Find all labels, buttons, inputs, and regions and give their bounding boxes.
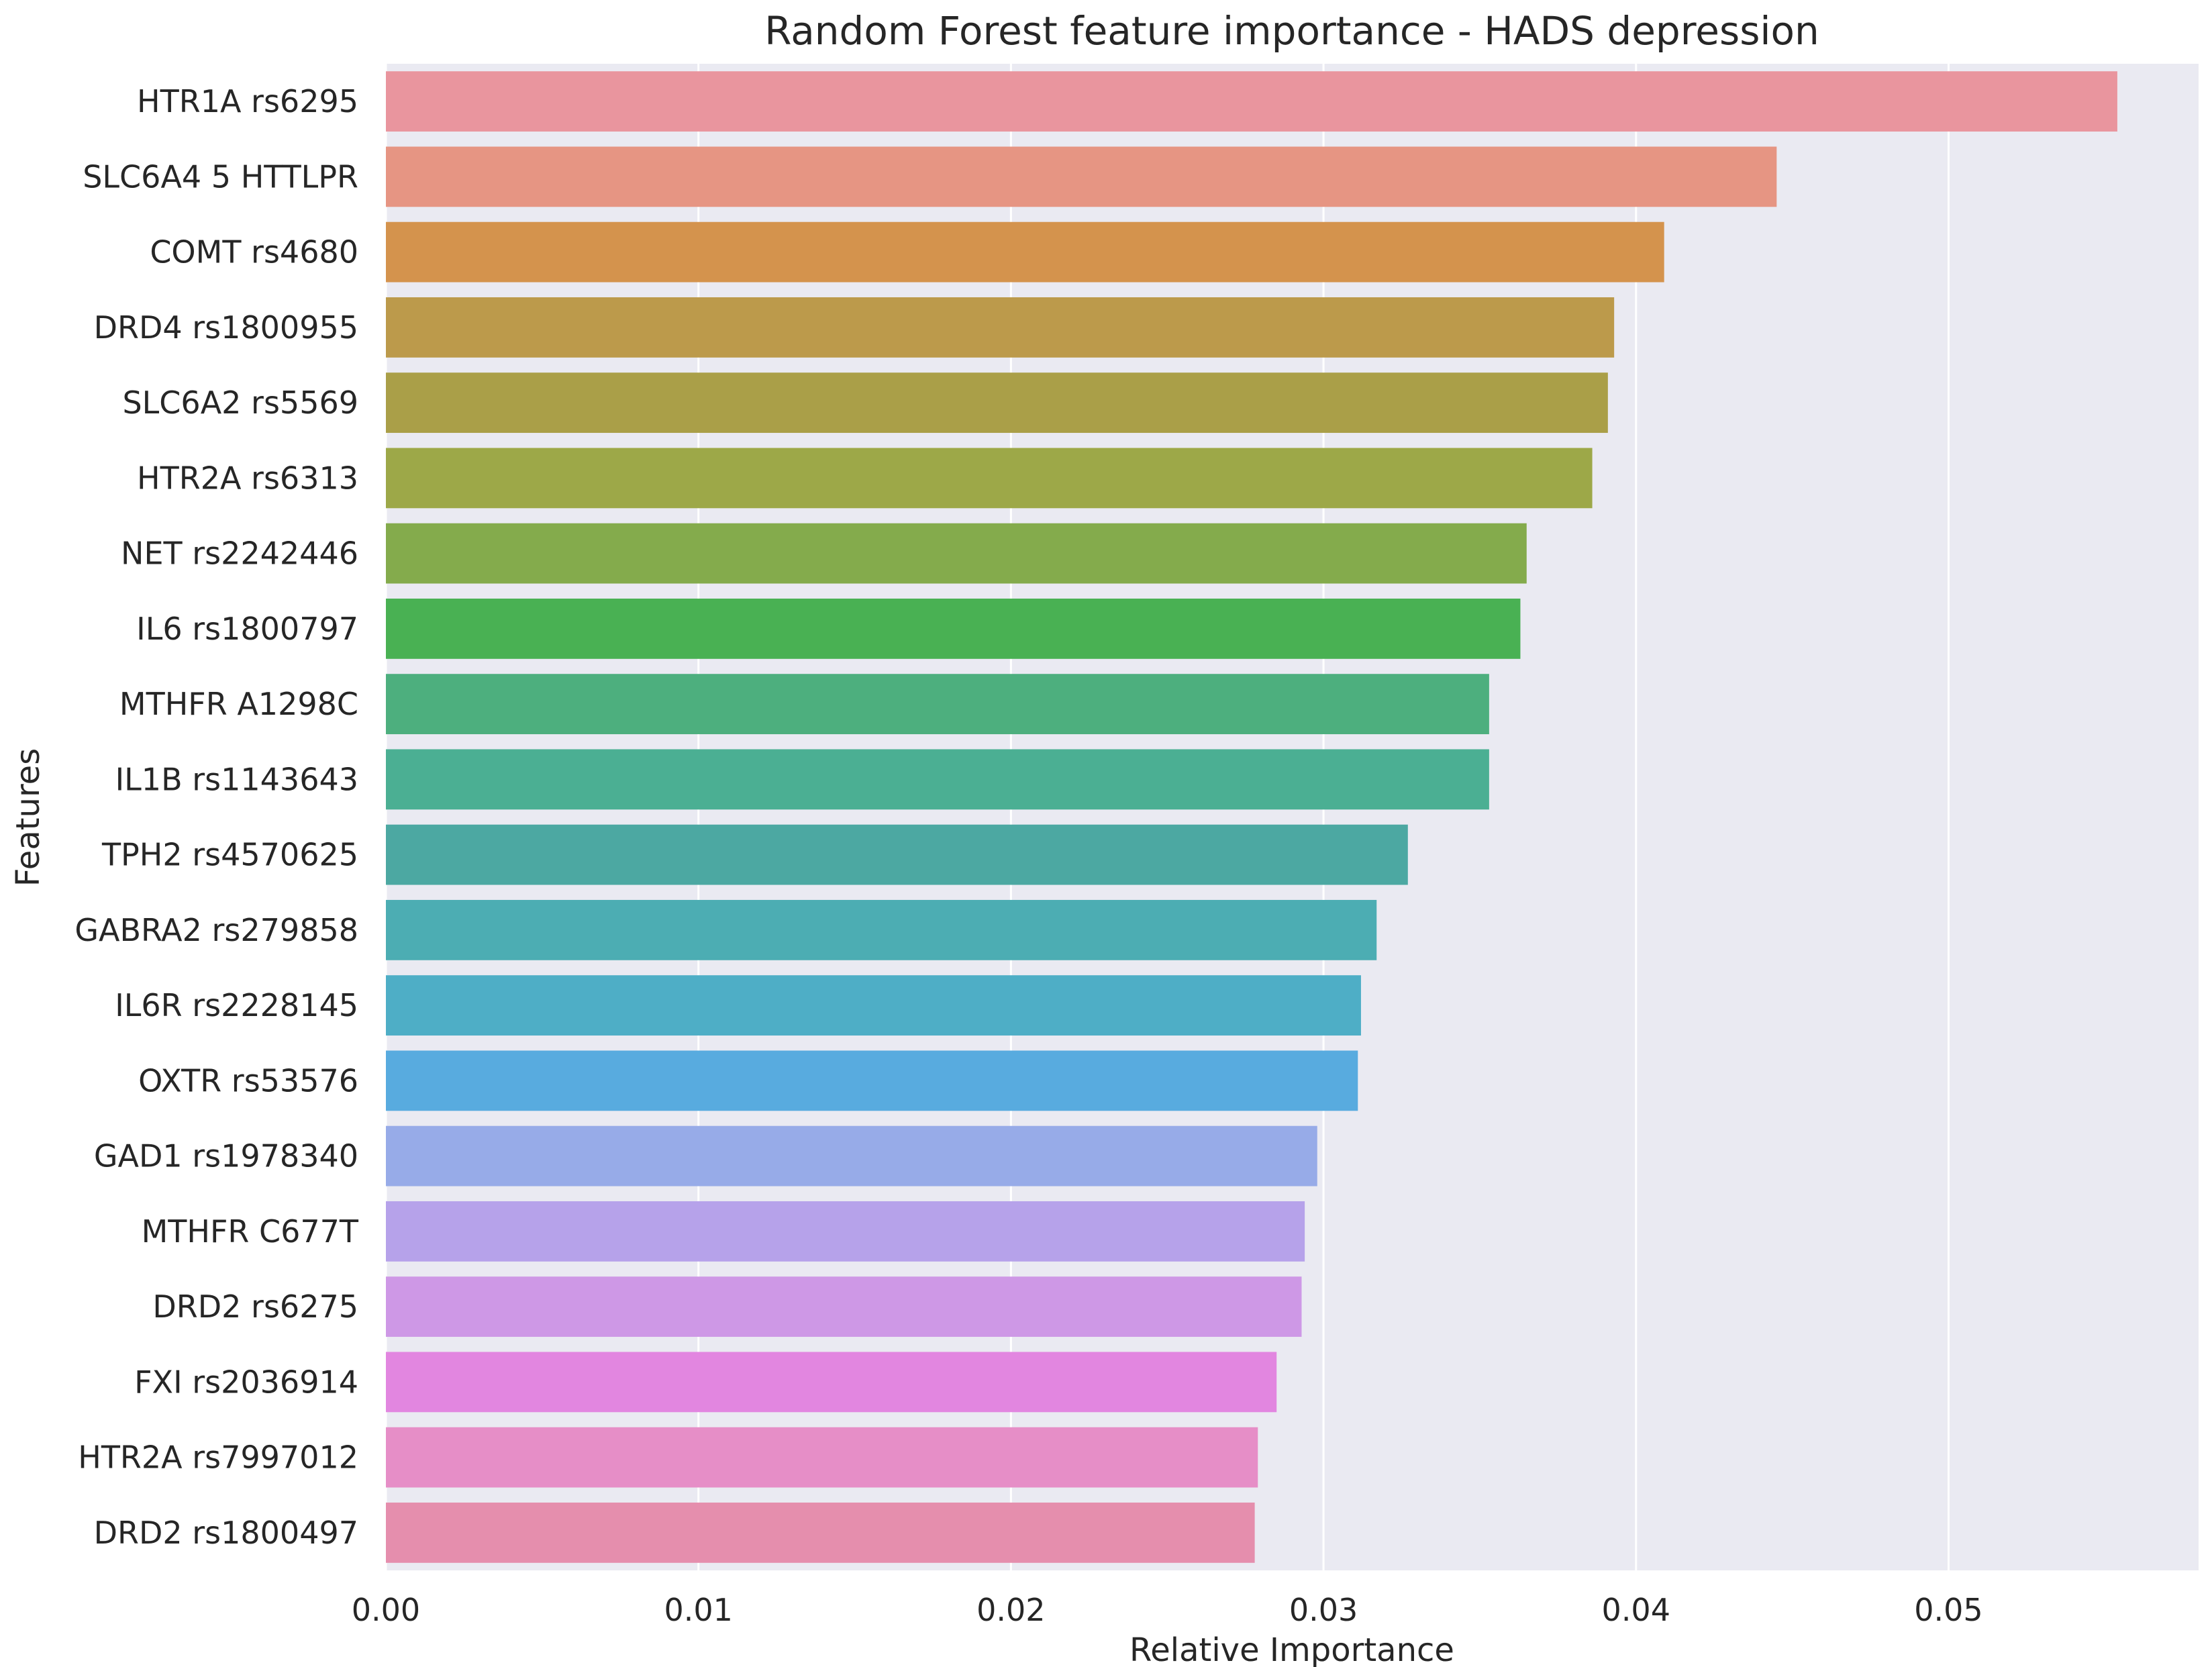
x-tick-label: 0.02 [976, 1592, 1045, 1628]
bar [386, 674, 1489, 735]
y-tick-label: COMT rs4680 [150, 234, 358, 270]
bars [386, 71, 2117, 1563]
y-tick-label: FXI rs2036914 [134, 1364, 358, 1400]
y-tick-label: DRD2 rs6275 [152, 1289, 358, 1325]
bar [386, 1050, 1358, 1111]
x-axis-label: Relative Importance [1129, 1631, 1454, 1667]
bar [386, 1276, 1302, 1337]
bar [386, 1427, 1258, 1488]
bar [386, 297, 1615, 358]
chart-title: Random Forest feature importance - HADS … [764, 8, 1819, 54]
y-tick-label: NET rs2242446 [121, 536, 358, 572]
x-tick-label: 0.04 [1602, 1592, 1670, 1628]
y-tick-label: IL6 rs1800797 [136, 611, 358, 647]
plot-background [386, 64, 2199, 1570]
bar [386, 1502, 1255, 1563]
y-tick-label: HTR1A rs6295 [137, 83, 358, 119]
bar [386, 221, 1664, 283]
bar [386, 1352, 1277, 1413]
y-tick-label: DRD4 rs1800955 [94, 309, 358, 346]
y-tick-label: SLC6A4 5 HTTLPR [83, 158, 358, 195]
y-tick-label: HTR2A rs6313 [137, 460, 358, 496]
y-tick-label: MTHFR C677T [142, 1213, 359, 1250]
bar [386, 824, 1408, 885]
bar [386, 523, 1527, 584]
y-tick-labels: HTR1A rs6295 SLC6A4 5 HTTLPR COMT rs4680 DR… [74, 83, 359, 1551]
y-tick-label: HTR2A rs7997012 [78, 1439, 358, 1476]
y-tick-label: TPH2 rs4570625 [101, 837, 358, 873]
bar [386, 749, 1489, 810]
y-tick-label: OXTR rs53576 [138, 1062, 358, 1099]
bar [386, 372, 1608, 434]
x-tick-labels: 0.00 0.01 0.02 0.03 0.04 0.05 [352, 1592, 1983, 1628]
y-tick-label: IL1B rs1143643 [115, 761, 358, 797]
x-tick-label: 0.03 [1289, 1592, 1358, 1628]
bar [386, 146, 1777, 207]
bar [386, 1125, 1317, 1186]
bar [386, 899, 1377, 960]
y-tick-label: SLC6A2 rs5569 [122, 385, 358, 421]
x-tick-label: 0.01 [664, 1592, 732, 1628]
y-tick-label: MTHFR A1298C [119, 686, 358, 722]
bar [386, 448, 1593, 509]
y-axis-label: Features [9, 748, 47, 887]
y-tick-label: DRD2 rs1800497 [94, 1515, 358, 1551]
bar [386, 975, 1361, 1036]
y-tick-label: GAD1 rs1978340 [94, 1138, 358, 1174]
bar [386, 598, 1521, 659]
y-tick-label: IL6R rs2228145 [115, 987, 358, 1023]
bar [386, 1201, 1305, 1262]
y-tick-label: GABRA2 rs279858 [74, 912, 358, 948]
x-tick-label: 0.00 [352, 1592, 420, 1628]
x-tick-label: 0.05 [1914, 1592, 1982, 1628]
bar [386, 71, 2117, 132]
